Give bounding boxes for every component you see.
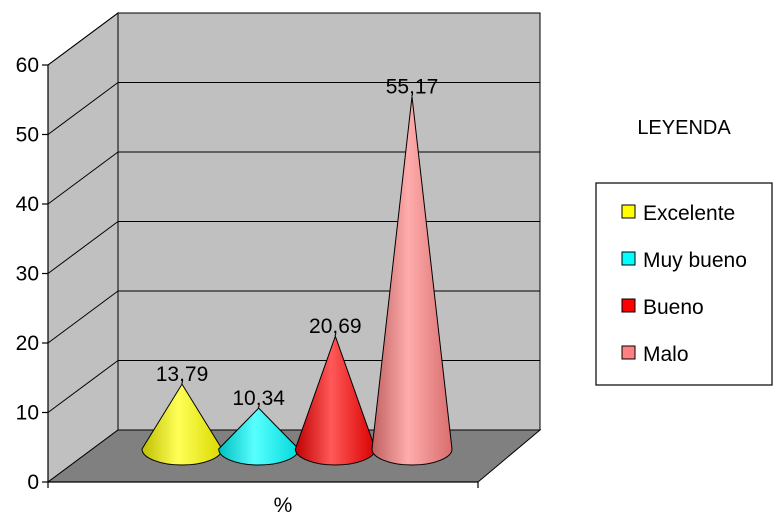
legend-swatch [622, 205, 635, 218]
y-tick-label: 50 [16, 124, 39, 147]
y-tick-label: 40 [16, 193, 39, 216]
data-label: 10,34 [232, 387, 285, 410]
legend-entry-label: Bueno [643, 296, 704, 319]
y-tick-label: 20 [16, 332, 39, 355]
data-label: 13,79 [156, 363, 209, 386]
y-tick-label: 0 [27, 471, 39, 494]
data-label: 20,69 [309, 315, 362, 338]
legend-entry-label: Muy bueno [643, 249, 747, 272]
data-label: 55,17 [386, 76, 439, 99]
legend-entry-label: Malo [643, 343, 689, 366]
legend-entry-label: Excelente [643, 202, 735, 225]
x-axis-label: % [274, 494, 293, 517]
y-tick-label: 60 [16, 54, 39, 77]
legend-title: LEYENDA [637, 117, 731, 139]
y-tick-label: 30 [16, 263, 39, 286]
legend-swatch [622, 299, 635, 312]
y-tick-label: 10 [16, 402, 39, 425]
legend-swatch [622, 346, 635, 359]
legend-swatch [622, 252, 635, 265]
